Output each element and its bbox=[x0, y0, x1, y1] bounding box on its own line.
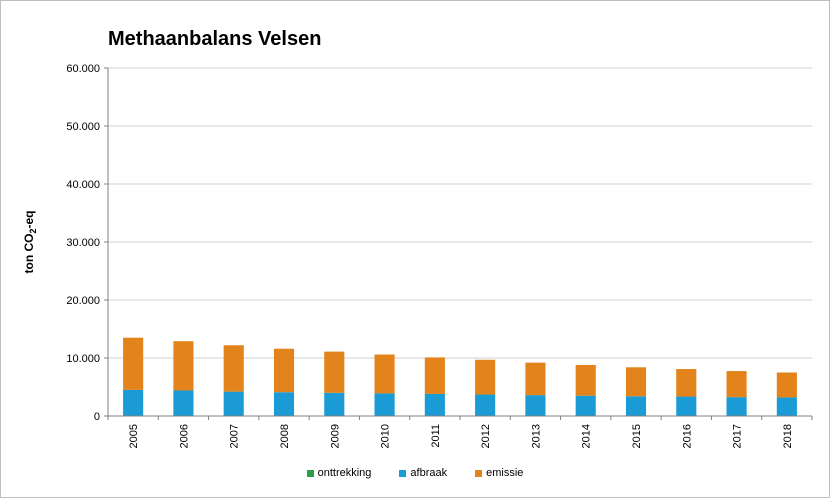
legend-swatch bbox=[475, 469, 483, 477]
bar-afbraak-2016 bbox=[676, 396, 697, 416]
x-tick-label: 2009 bbox=[329, 424, 341, 448]
y-tick-label: 60.000 bbox=[66, 63, 100, 75]
y-tick-label: 0 bbox=[94, 411, 100, 423]
bar-emissie-2018 bbox=[776, 372, 797, 398]
bar-afbraak-2018 bbox=[776, 397, 797, 416]
x-tick-label: 2017 bbox=[732, 424, 744, 448]
bar-emissie-2015 bbox=[625, 367, 647, 397]
bar-afbraak-2015 bbox=[625, 396, 647, 416]
bar-afbraak-2009 bbox=[324, 392, 345, 416]
legend: onttrekking afbraak emissie bbox=[0, 467, 830, 479]
bar-afbraak-2010 bbox=[374, 393, 395, 416]
bar-emissie-2007 bbox=[223, 345, 244, 392]
x-tick-label: 2008 bbox=[279, 424, 291, 448]
bar-afbraak-2012 bbox=[475, 394, 496, 416]
x-tick-label: 2006 bbox=[178, 424, 190, 448]
x-tick-label: 2013 bbox=[530, 424, 542, 448]
x-tick-label: 2007 bbox=[229, 424, 241, 448]
gridlines bbox=[104, 67, 812, 417]
legend-label: afbraak bbox=[410, 467, 448, 479]
y-tick-label: 50.000 bbox=[66, 121, 100, 133]
y-tick-labels: 0 10.000 20.000 30.000 40.000 50.000 60.000 bbox=[66, 63, 100, 423]
bar-afbraak-2005 bbox=[123, 389, 144, 416]
x-tick-labels: 2005 2006 2007 2008 2009 2010 2011 2012 2013 2014… bbox=[128, 424, 794, 448]
y-tick-label: 10.000 bbox=[66, 353, 100, 365]
chart-title: Methaanbalans Velsen bbox=[108, 28, 322, 50]
bar-afbraak-2013 bbox=[525, 395, 546, 416]
x-tick-label: 2012 bbox=[480, 424, 492, 448]
legend-swatch bbox=[399, 469, 407, 477]
bar-emissie-2005 bbox=[123, 337, 144, 390]
bar-afbraak-2008 bbox=[273, 392, 295, 416]
x-tick-label: 2015 bbox=[631, 424, 643, 448]
x-tick-label: 2014 bbox=[581, 424, 593, 448]
y-tick-label: 30.000 bbox=[66, 237, 100, 249]
legend-item-afbraak: afbraak bbox=[399, 467, 447, 479]
bar-afbraak-2014 bbox=[575, 395, 596, 416]
bar-emissie-2016 bbox=[676, 369, 697, 397]
y-tick-label: 40.000 bbox=[66, 179, 100, 191]
legend-label: onttrekking bbox=[317, 467, 372, 479]
bar-emissie-2014 bbox=[575, 364, 596, 396]
x-tick-label: 2016 bbox=[681, 424, 693, 448]
legend-item-emissie: emissie bbox=[475, 467, 523, 479]
bar-emissie-2010 bbox=[374, 354, 395, 394]
bar-emissie-2008 bbox=[273, 348, 295, 393]
bar-emissie-2012 bbox=[475, 359, 496, 395]
bar-emissie-2006 bbox=[173, 341, 194, 391]
bar-afbraak-2006 bbox=[173, 390, 194, 416]
bar-emissie-2011 bbox=[424, 357, 445, 394]
bar-afbraak-2017 bbox=[726, 397, 747, 416]
x-tick-label: 2018 bbox=[782, 424, 794, 448]
bar-afbraak-2011 bbox=[424, 393, 445, 416]
bars bbox=[123, 337, 797, 416]
bar-emissie-2013 bbox=[525, 362, 546, 396]
legend-swatch bbox=[306, 469, 314, 477]
legend-item-onttrekking: onttrekking bbox=[306, 467, 372, 479]
y-tick-label: 20.000 bbox=[66, 295, 100, 307]
legend-label: emissie bbox=[486, 467, 524, 479]
x-tick-label: 2005 bbox=[128, 424, 140, 448]
bar-emissie-2017 bbox=[726, 371, 747, 398]
x-tick-label: 2011 bbox=[430, 424, 442, 448]
x-tick-label: 2010 bbox=[380, 424, 392, 448]
axes bbox=[107, 68, 813, 420]
bar-emissie-2009 bbox=[324, 351, 345, 393]
bar-afbraak-2007 bbox=[223, 391, 244, 416]
